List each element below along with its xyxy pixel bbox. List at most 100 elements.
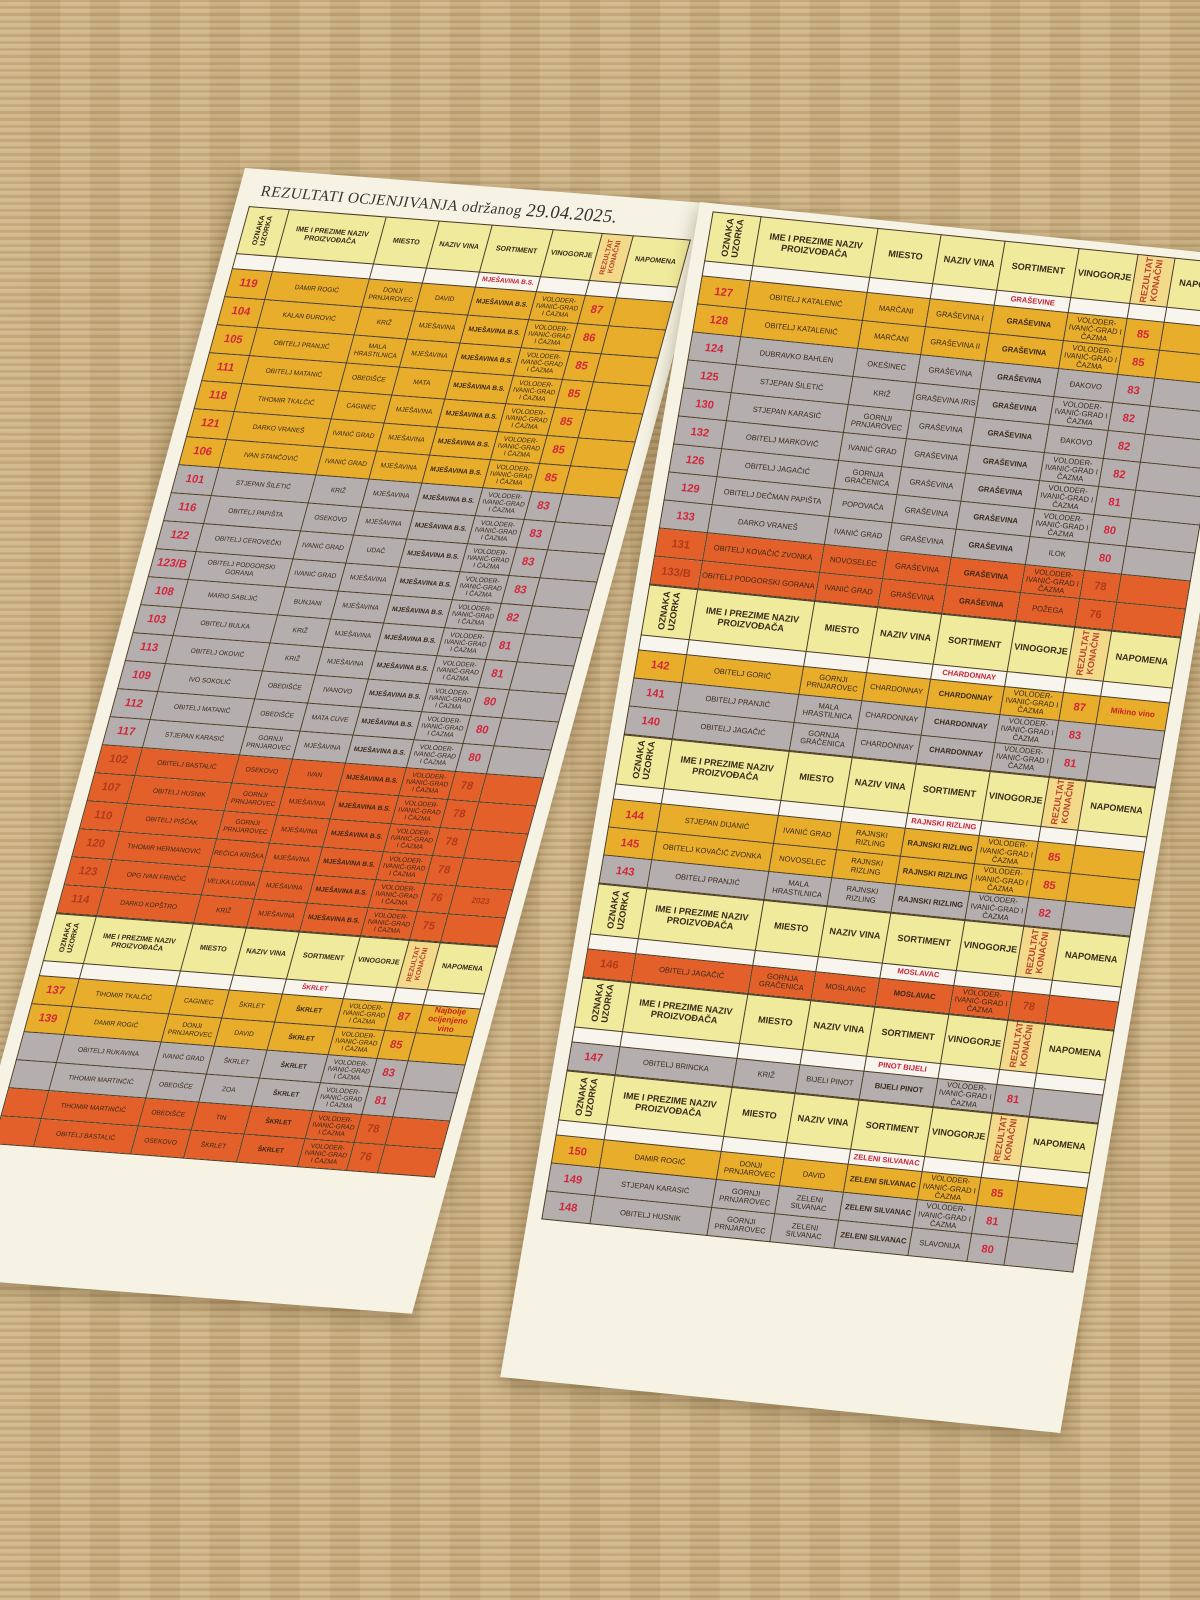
place: KRIŽ: [307, 474, 369, 508]
note: [593, 353, 659, 387]
final-score: 85: [1122, 318, 1165, 351]
column-header: NAZIV VINA: [869, 608, 942, 664]
wine-name: MJEŠAVINA: [337, 563, 399, 596]
place: OSEKOVO: [300, 502, 361, 536]
sortiment: MJEŠAVINA B.S.: [444, 371, 514, 404]
column-header-label: VINOGORJE: [549, 249, 594, 260]
place: OBEDIŠĆE: [137, 1097, 199, 1131]
sortiment: MJEŠAVINA B.S.: [390, 567, 461, 600]
column-header: NAZIV VINA: [802, 1000, 875, 1057]
wine-name: MJEŠAVINA: [276, 787, 338, 820]
sortiment: ŠKRLET: [258, 1050, 329, 1083]
note: [407, 1032, 473, 1066]
column-header-label: OZNAKA UZORKA: [572, 1076, 600, 1117]
sortiment: MJEŠAVINA B.S.: [375, 623, 445, 656]
wine-name: MJEŠAVINA: [246, 899, 307, 932]
note: [577, 409, 643, 443]
column-header: VINOGORJE: [1007, 621, 1075, 678]
sortiment: MJEŠAVINA B.S.: [413, 483, 484, 516]
note: [485, 745, 552, 779]
sortiment: MJEŠAVINA B.S.: [360, 679, 430, 712]
final-score: 80: [966, 1233, 1009, 1266]
note: [440, 913, 506, 947]
place: IVANIĆ GRAD: [315, 446, 377, 480]
wine-region: VOLODER-IVANIĆ-GRAD I ČAZMA: [376, 851, 433, 884]
column-header-label: OZNAKA UZORKA: [718, 217, 746, 258]
place: OBEDIŠĆE: [254, 670, 315, 704]
column-header: MIESTO: [739, 993, 812, 1050]
column-header: NAPOMENA: [1077, 780, 1156, 838]
wine-name: MJEŠAVINA: [399, 339, 460, 372]
column-header: SORTIMENT: [866, 1006, 950, 1064]
column-header-label: MIESTO: [757, 1014, 794, 1028]
note: [554, 493, 620, 527]
column-header-label: VINOGORJE: [930, 1126, 987, 1142]
title-sub: održanog: [459, 198, 525, 220]
wine-name: MJEŠAVINA: [368, 451, 429, 484]
column-header: IME I PREZIME NAZIV PROIZVOĐAČA: [83, 916, 193, 971]
sample-id: 148: [541, 1191, 595, 1225]
note: [531, 577, 597, 611]
wine-region: VOLODER-IVANIĆ-GRAD I ČAZMA: [312, 1082, 370, 1115]
column-header-label: IME I PREZIME NAZIV PROIZVOĐAČA: [638, 997, 734, 1026]
final-score: 85: [976, 1177, 1019, 1210]
wine-region: VOLODER-IVANIĆ-GRAD I ČAZMA: [506, 375, 563, 408]
column-header: VINOGORJE: [1071, 248, 1138, 304]
sortiment: MJEŠAVINA B.S.: [406, 511, 476, 544]
column-header-label: MIESTO: [391, 237, 421, 247]
sortiment: MJEŠAVINA B.S.: [428, 427, 499, 460]
sample-id: 140: [624, 705, 677, 739]
note: 2023: [447, 885, 513, 919]
wine-region: VOLODER-IVANIĆ-GRAD I ČAZMA: [391, 795, 448, 828]
column-header-label: VINOGORJE: [356, 956, 401, 967]
wine-name: MJEŠAVINA: [406, 311, 468, 344]
column-header: VINOGORJE: [982, 771, 1049, 827]
place: GORNJI PRNJAROVEC: [239, 726, 300, 760]
column-header-label: OZNAKA UZORKA: [251, 214, 275, 246]
column-header-label: MIESTO: [798, 771, 835, 785]
wine-name: MJEŠAVINA: [330, 591, 391, 624]
wine-name: MJEŠAVINA: [253, 871, 315, 904]
wine-region: VOLODER-IVANIĆ-GRAD I ČAZMA: [398, 767, 456, 800]
place: GORNJI PRNJAROVEC: [216, 810, 277, 844]
column-header-label: NAZIV VINA: [853, 776, 907, 793]
column-header-label: NAPOMENA: [633, 256, 677, 267]
note: [516, 633, 582, 667]
place: OBEDIŠĆE: [246, 698, 308, 732]
note: [384, 1116, 450, 1150]
wine-name: MJEŠAVINA: [360, 479, 422, 512]
column-header-label: NAZIV VINA: [942, 254, 996, 270]
wine-region: VOLODER-IVANIĆ-GRAD I ČAZMA: [483, 459, 540, 492]
wine-region: VOLODER-IVANIĆ-GRAD I ČAZMA: [406, 739, 463, 772]
note: [400, 1060, 466, 1094]
column-header-label: SORTIMENT: [921, 783, 977, 800]
place: CAGINEC: [330, 390, 392, 424]
column-header-label: MIESTO: [741, 1107, 778, 1122]
wine-name: ŠKRLET: [183, 1130, 244, 1163]
column-header: NAPOMENA: [1020, 1117, 1099, 1174]
column-header: OZNAKA UZORKA: [704, 211, 761, 267]
place: OSEKOVO: [231, 754, 292, 788]
final-score: 82: [1023, 897, 1066, 930]
wine-name: ŠKRLET: [221, 990, 282, 1023]
wine-region: VOLODER-IVANIĆ-GRAD I ČAZMA: [368, 879, 425, 912]
wine-region: VOLODER-IVANIĆ-GRAD I ČAZMA: [452, 571, 509, 604]
sortiment: ŠKRLET: [266, 1022, 336, 1055]
wine-region: VOLODER-IVANIĆ-GRAD I ČAZMA: [383, 823, 440, 856]
final-score: 81: [1093, 486, 1136, 519]
wine-region: VOLODER-IVANIĆ-GRAD I ČAZMA: [475, 487, 532, 520]
column-header-label: NAPOMENA: [1089, 800, 1144, 816]
wine-region: VOLODER-IVANIĆ-GRAD I ČAZMA: [305, 1110, 362, 1143]
sortiment: MJEŠAVINA B.S.: [421, 455, 491, 488]
sortiment: ŠKRLET: [274, 994, 344, 1027]
wine-region: VOLODER-IVANIĆ-GRAD I ČAZMA: [335, 998, 393, 1031]
column-header-label: SORTIMENT: [301, 952, 345, 963]
column-header: VINOGORJE: [924, 1107, 992, 1163]
sortiment: MJEŠAVINA B.S.: [367, 651, 438, 684]
final-score: 85: [1117, 346, 1160, 379]
column-header-label: OZNAKA UZORKA: [58, 921, 82, 953]
wine-name: UDAČ: [345, 535, 407, 568]
wine-region: VOLODER-IVANIĆ-GRAD I ČAZMA: [328, 1026, 385, 1059]
note: [392, 1088, 458, 1122]
sortiment: MJEŠAVINA B.S.: [299, 903, 369, 936]
